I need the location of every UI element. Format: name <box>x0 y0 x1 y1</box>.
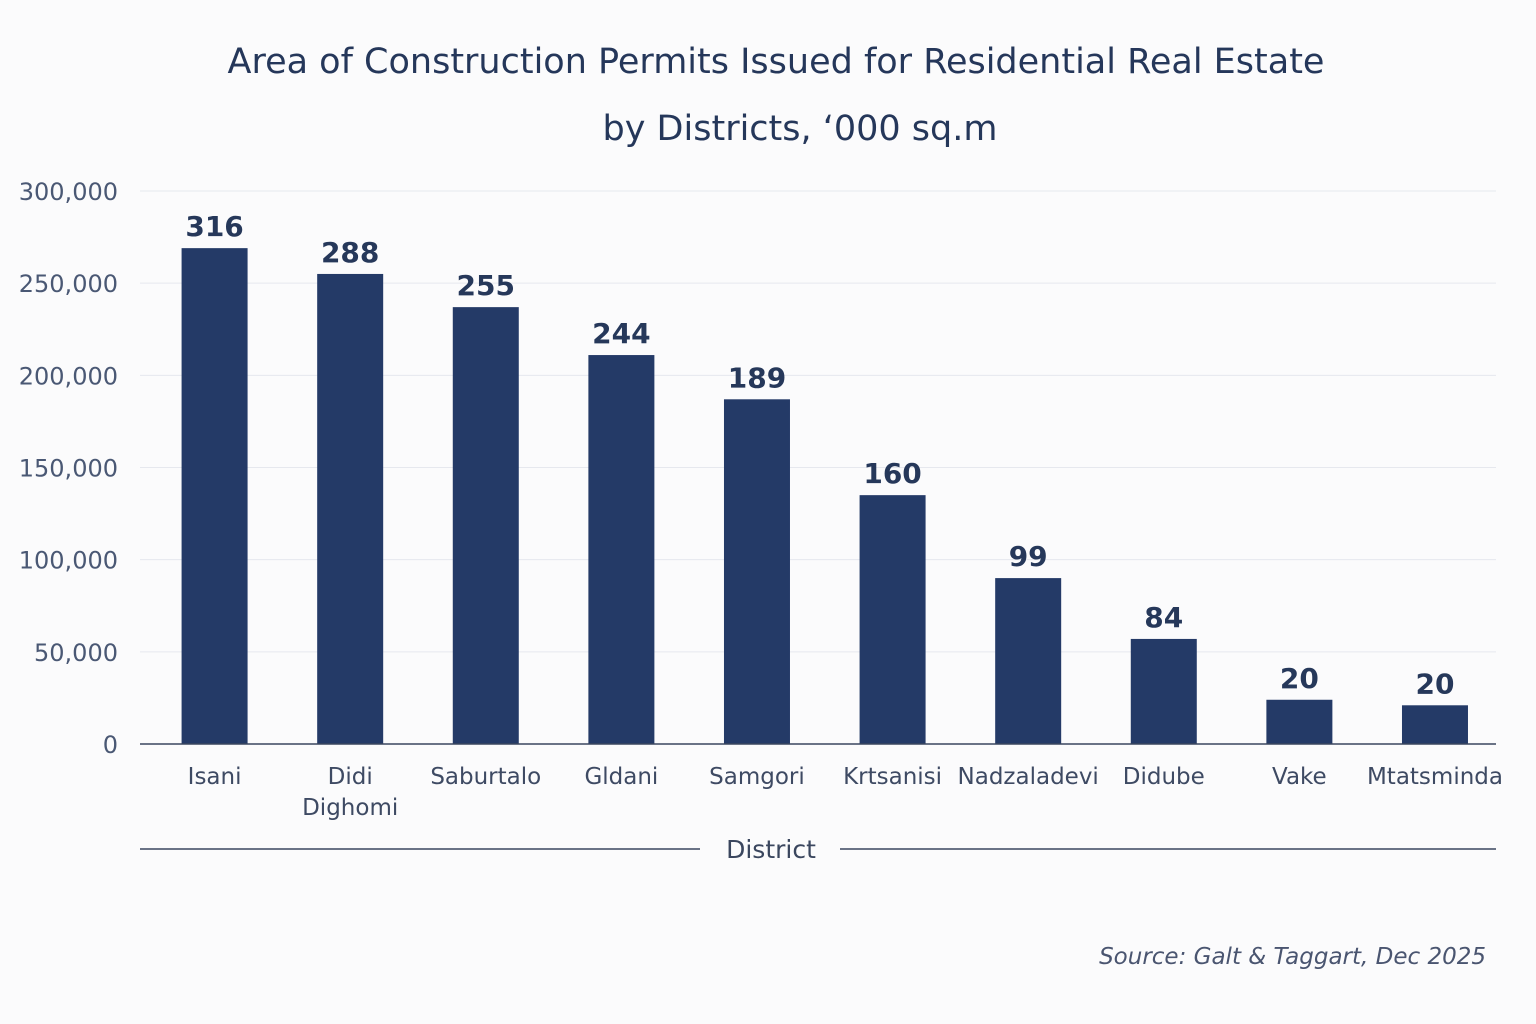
bar-value-labels: 316 288 255 244 189 160 99 84 20 20 <box>185 210 1454 700</box>
x-tick-label: Didi Dighomi <box>302 764 398 821</box>
bar <box>181 248 248 745</box>
y-tick-label: 300,000 <box>19 178 118 206</box>
x-tick-label: Vake <box>1272 764 1327 790</box>
bar-value-label: 84 <box>1144 601 1183 634</box>
x-tick-label: Mtatsminda <box>1367 764 1503 790</box>
bar-value-label: 255 <box>457 269 515 302</box>
bar-value-label: 99 <box>1009 540 1048 573</box>
y-axis-ticks: 0 50,000 100,000 150,000 200,000 250,000 300,0… <box>19 178 118 759</box>
y-tick-label: 200,000 <box>19 362 118 390</box>
bars <box>181 248 1468 745</box>
x-tick-label: Saburtalo <box>430 764 541 790</box>
bar <box>588 355 655 744</box>
bar-value-label: 288 <box>321 236 379 269</box>
x-tick-label: Samgori <box>709 764 805 790</box>
y-tick-label: 0 <box>103 731 118 759</box>
bar <box>859 495 926 744</box>
x-tick-label: Isani <box>188 764 242 790</box>
bar-value-label: 160 <box>863 457 921 490</box>
bar-value-label: 20 <box>1280 662 1319 695</box>
source-note: Source: Galt & Taggart, Dec 2025 <box>1099 944 1486 970</box>
bar <box>452 307 519 744</box>
x-tick-label: Gldani <box>584 764 658 790</box>
y-tick-label: 100,000 <box>19 547 118 575</box>
x-tick-label: Krtsanisi <box>843 764 942 790</box>
chart-title-line-1: Area of Construction Permits Issued for … <box>228 42 1325 82</box>
bar <box>723 399 790 744</box>
bar <box>1401 705 1468 744</box>
y-tick-label: 150,000 <box>19 455 118 483</box>
x-tick-label: Nadzaladevi <box>958 764 1099 790</box>
bar-value-label: 20 <box>1415 667 1454 700</box>
y-tick-label: 50,000 <box>34 639 118 667</box>
x-axis-ticks: Isani Didi Dighomi Saburtalo Gldani Samgori Kr… <box>188 764 1503 821</box>
bar <box>1266 699 1333 744</box>
y-tick-label: 250,000 <box>19 270 118 298</box>
x-tick-label: Didube <box>1123 764 1205 790</box>
bar-value-label: 244 <box>592 317 650 350</box>
x-axis-title: District <box>726 835 816 864</box>
chart-title-line-2: by Districts, ‘000 sq.m <box>603 109 998 149</box>
bar <box>1130 638 1197 744</box>
bar-value-label: 316 <box>185 210 243 243</box>
bar-value-label: 189 <box>728 361 786 394</box>
bar <box>317 273 384 744</box>
bar <box>995 578 1062 744</box>
